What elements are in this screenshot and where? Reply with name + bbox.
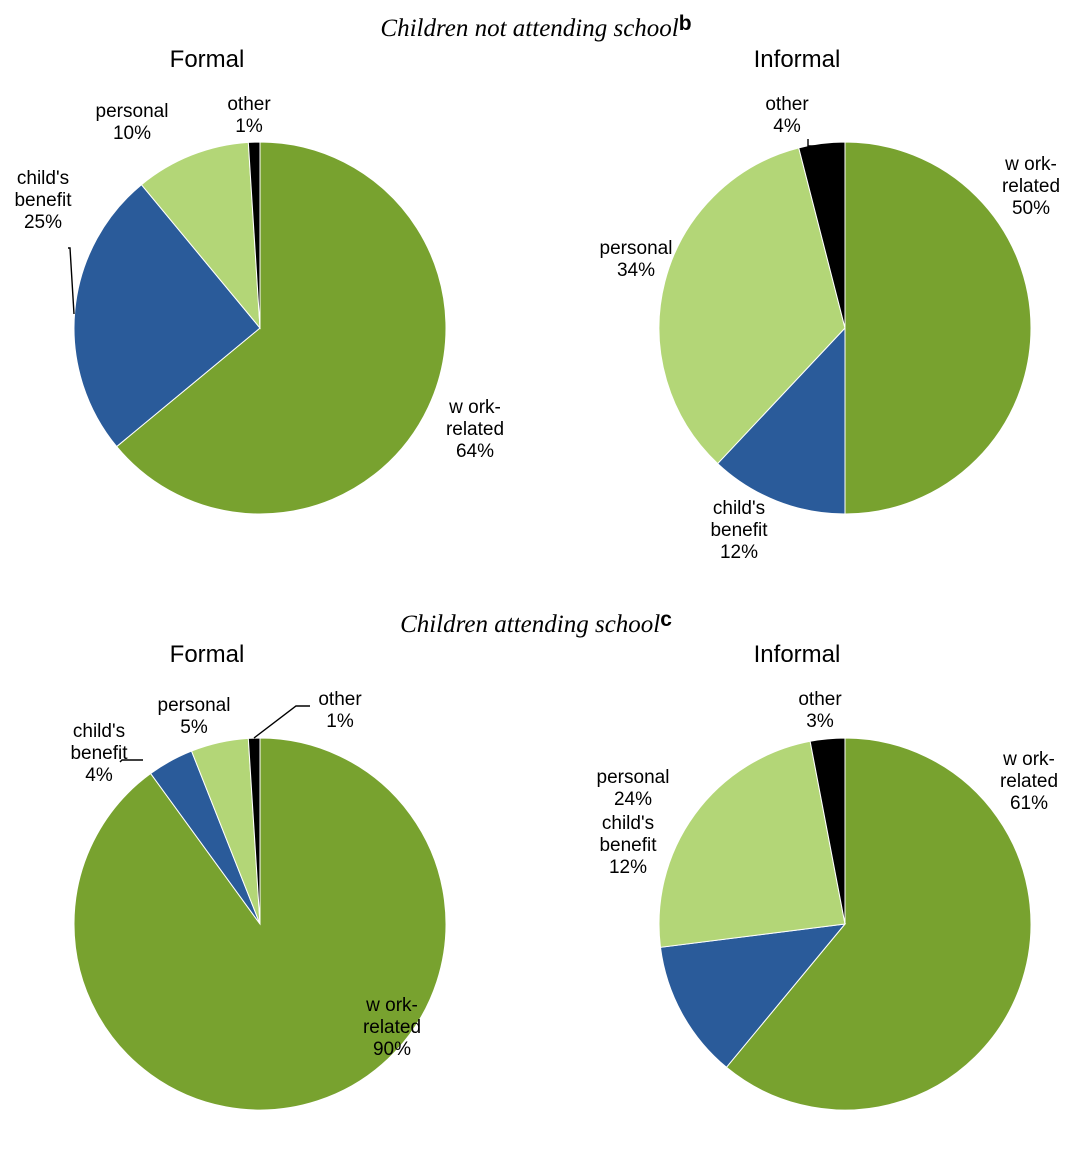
leader-lines-layer: [68, 139, 820, 763]
pie-slice-w-ork-related-chart-2: [844, 141, 1032, 515]
data-label-other-chart-1: other 1%: [227, 94, 271, 137]
leader-line-childs-benefit-formal-attending: [119, 759, 143, 763]
pie-slice-other-chart-4: [809, 737, 846, 925]
leader-line-other-informal-not-attending: [807, 139, 820, 147]
data-label-personal-chart-3: personal 5%: [158, 695, 231, 738]
data-label-child-s-benefit-chart-4: child's benefit 12%: [599, 813, 657, 878]
pie-slice-child-s-benefit-chart-2: [716, 326, 846, 515]
pie-title-formal-attending: Formal: [170, 641, 245, 668]
pie-slice-w-ork-related-chart-1: [115, 141, 447, 515]
data-label-child-s-benefit-chart-2: child's benefit 12%: [710, 498, 768, 563]
pie-title-formal-not-attending: Formal: [170, 46, 245, 73]
pie-title-informal-not-attending: Informal: [754, 46, 841, 73]
data-label-personal-chart-2: personal 34%: [600, 238, 673, 281]
section-title-not-attending: Children not attending schoolb: [380, 12, 691, 42]
data-label-w-ork-related-chart-4: w ork-related 61%: [1000, 749, 1058, 814]
pie-slice-personal-chart-2: [658, 147, 846, 465]
labels-layer: w ork-related 64% child's benefit 25% persona…: [14, 94, 1060, 1060]
section-superscript-b: b: [679, 12, 692, 35]
section-title-not-attending-text: Children not attending school: [380, 15, 678, 42]
data-label-w-ork-related-chart-3: w ork-related 90%: [363, 995, 421, 1060]
data-label-w-ork-related-chart-1: w ork-related 64%: [446, 397, 504, 462]
pie-title-informal-attending: Informal: [754, 641, 841, 668]
leader-line-other-formal-attending: [253, 705, 310, 739]
section-superscript-c: c: [660, 608, 672, 631]
data-label-other-chart-3: other 1%: [318, 689, 362, 732]
data-label-other-chart-4: other 3%: [798, 689, 842, 732]
pie-slice-child-s-benefit-chart-1: [73, 183, 261, 448]
data-label-child-s-benefit-chart-3: child's benefit 4%: [70, 721, 128, 786]
pie-slice-personal-chart-4: [658, 740, 846, 948]
section-title-attending: Children attending schoolc: [400, 608, 672, 638]
pie-slice-child-s-benefit-chart-4: [659, 923, 847, 1069]
pie-slice-w-ork-related-chart-4: [725, 737, 1032, 1111]
leader-line-childs-benefit-formal-not-attending: [68, 247, 75, 315]
pies-layer: [73, 141, 1032, 1111]
pie-slice-other-chart-1: [247, 141, 261, 329]
data-label-other-chart-2: other 4%: [765, 94, 809, 137]
pie-slice-personal-chart-1: [140, 141, 261, 330]
pie-slice-other-chart-2: [798, 141, 846, 329]
data-label-child-s-benefit-chart-1: child's benefit 25%: [14, 168, 72, 233]
data-label-w-ork-related-chart-2: w ork-related 50%: [1002, 154, 1060, 219]
data-label-personal-chart-4: personal 24%: [597, 767, 670, 810]
data-label-personal-chart-1: personal 10%: [96, 101, 169, 144]
section-title-attending-text: Children attending school: [400, 611, 660, 638]
